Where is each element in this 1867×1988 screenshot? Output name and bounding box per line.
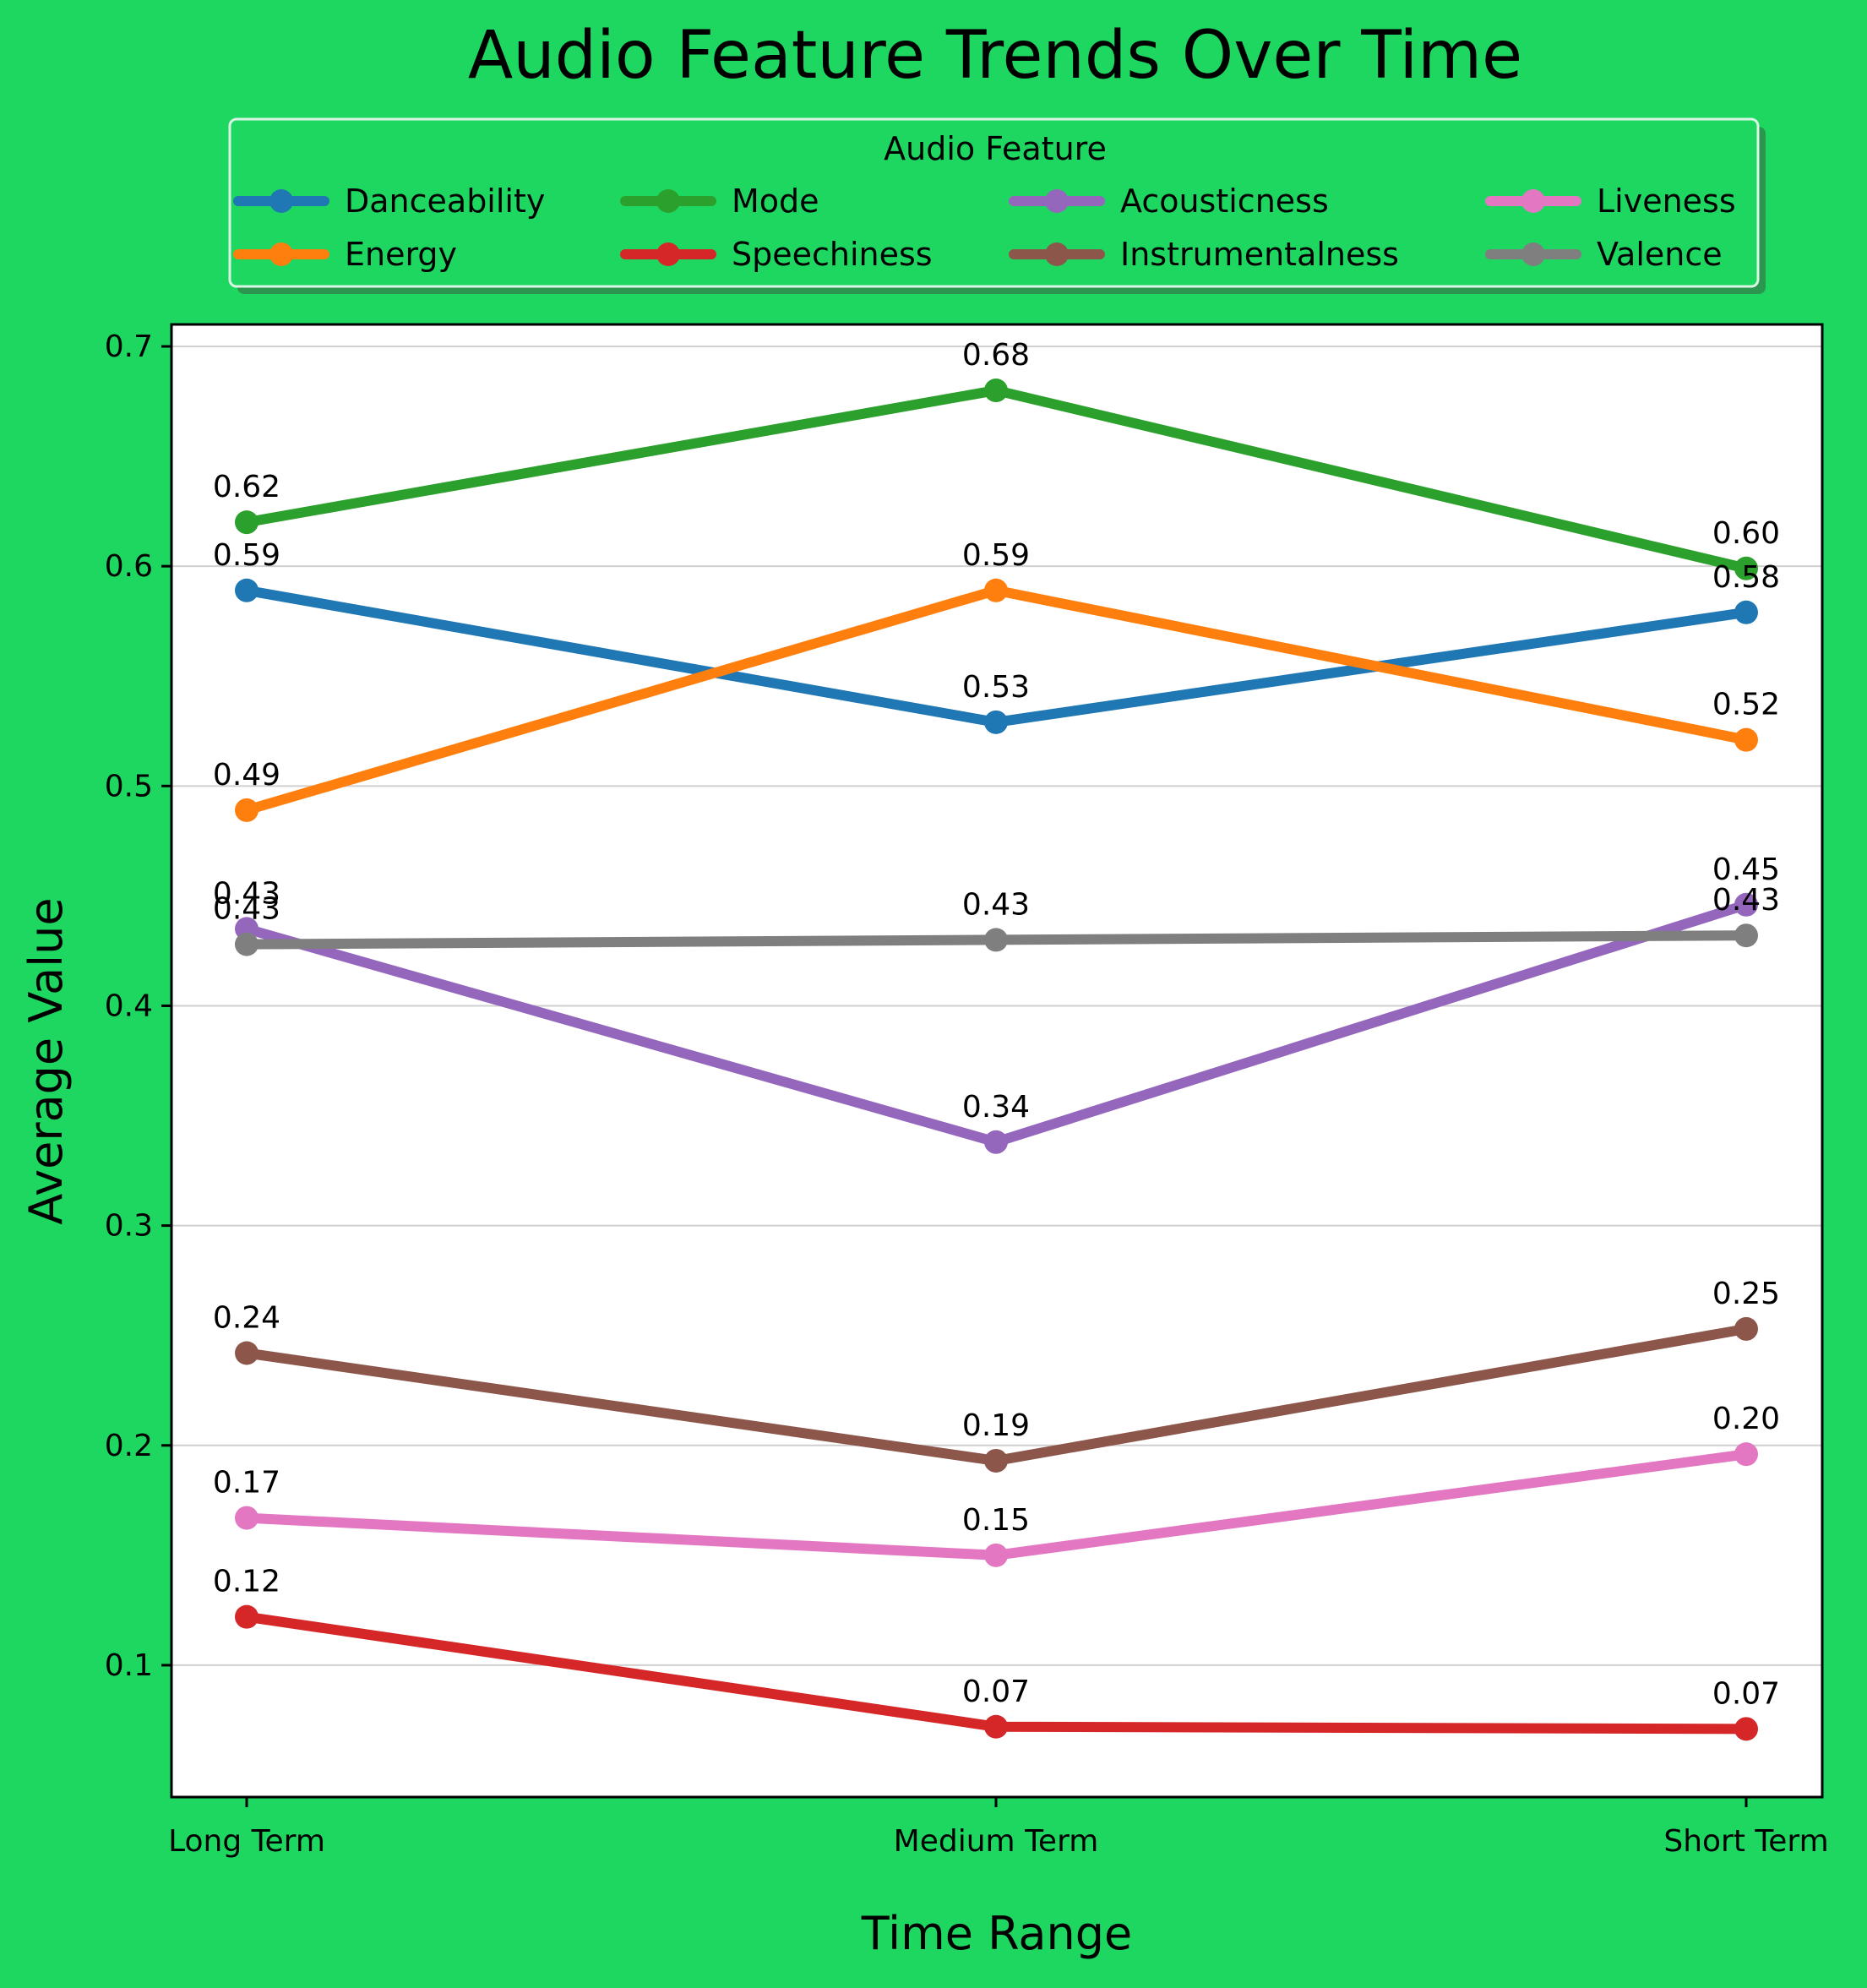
data-point-acousticness xyxy=(984,1130,1008,1154)
data-label: 0.43 xyxy=(1712,883,1780,918)
y-tick-label: 0.1 xyxy=(105,1648,153,1683)
data-point-instrumentalness xyxy=(984,1448,1008,1473)
y-tick-label: 0.2 xyxy=(105,1429,153,1463)
legend-marker xyxy=(1045,189,1069,213)
data-point-liveness xyxy=(1734,1442,1758,1467)
y-tick-label: 0.7 xyxy=(105,330,153,364)
legend-label: Speechiness xyxy=(732,236,933,273)
x-tick-label: Short Term xyxy=(1663,1824,1828,1859)
data-point-danceability xyxy=(984,710,1008,734)
legend-entry-acousticness: Acousticness xyxy=(1009,182,1329,220)
data-point-energy xyxy=(1734,727,1758,752)
data-point-valence xyxy=(1734,923,1758,948)
data-point-acousticness xyxy=(1734,892,1758,917)
legend-label: Danceability xyxy=(345,182,545,220)
legend-label: Energy xyxy=(345,236,457,273)
data-label: 0.24 xyxy=(213,1300,280,1335)
y-axis-ticks: 0.1 0.2 0.3 0.4 0.5 0.6 0.7 xyxy=(105,330,171,1683)
data-label: 0.12 xyxy=(213,1565,280,1599)
data-label: 0.34 xyxy=(962,1090,1030,1125)
data-point-instrumentalness xyxy=(235,1341,259,1365)
data-label: 0.43 xyxy=(213,892,280,927)
x-axis-label: Time Range xyxy=(861,1907,1132,1960)
data-point-valence xyxy=(984,928,1008,952)
legend-entry-mode: Mode xyxy=(620,182,819,220)
data-point-mode xyxy=(1734,556,1758,580)
data-point-liveness xyxy=(235,1506,259,1530)
data-label: 0.17 xyxy=(213,1466,280,1501)
data-label: 0.52 xyxy=(1712,688,1780,722)
data-label: 0.68 xyxy=(962,338,1030,373)
y-axis-label: Average Value xyxy=(19,897,73,1224)
legend-marker xyxy=(656,242,680,266)
data-label: 0.58 xyxy=(1712,560,1780,595)
legend-label: Mode xyxy=(732,182,819,220)
data-point-speechiness xyxy=(1734,1717,1758,1741)
legend-label: Liveness xyxy=(1597,182,1736,220)
legend-marker xyxy=(656,189,680,213)
legend-title: Audio Feature xyxy=(884,130,1107,167)
data-label: 0.43 xyxy=(962,887,1030,922)
legend: Audio Feature Danceability Energy Mode Spee… xyxy=(228,117,1766,294)
data-label: 0.20 xyxy=(1712,1402,1780,1436)
legend-marker xyxy=(269,189,293,213)
data-label: 0.07 xyxy=(962,1675,1030,1709)
legend-label: Instrumentalness xyxy=(1120,236,1399,273)
legend-marker xyxy=(269,242,293,266)
data-label: 0.59 xyxy=(962,538,1030,573)
data-label: 0.59 xyxy=(213,538,280,573)
y-tick-label: 0.5 xyxy=(105,769,153,803)
data-label: 0.15 xyxy=(962,1503,1030,1538)
data-point-mode xyxy=(984,379,1008,403)
legend-entries: Danceability Energy Mode Speechiness Acousti… xyxy=(233,182,1736,273)
data-label: 0.53 xyxy=(962,670,1030,705)
legend-marker xyxy=(1045,242,1069,266)
data-point-energy xyxy=(984,578,1008,602)
legend-marker xyxy=(1521,189,1545,213)
legend-entry-energy: Energy xyxy=(233,236,457,273)
data-label: 0.62 xyxy=(213,470,280,504)
x-axis-ticks: Long Term Medium Term Short Term xyxy=(168,1797,1829,1859)
legend-label: Valence xyxy=(1597,236,1723,273)
data-point-liveness xyxy=(984,1543,1008,1567)
data-point-speechiness xyxy=(984,1714,1008,1739)
data-labels: 0.59 0.53 0.58 0.49 0.59 0.52 0.62 0.68 0.60 0.12… xyxy=(213,338,1780,1711)
data-label: 0.43 xyxy=(213,876,280,911)
legend-box xyxy=(228,117,1760,288)
data-point-danceability xyxy=(235,578,259,602)
legend-label: Acousticness xyxy=(1120,182,1329,220)
legend-entry-speechiness: Speechiness xyxy=(620,236,933,273)
data-point-energy xyxy=(235,798,259,822)
x-tick-label: Long Term xyxy=(168,1824,325,1859)
y-tick-label: 0.3 xyxy=(105,1209,153,1244)
data-label: 0.49 xyxy=(213,758,280,792)
legend-entry-liveness: Liveness xyxy=(1485,182,1736,220)
y-tick-label: 0.4 xyxy=(105,989,153,1023)
chart-title: Audio Feature Trends Over Time xyxy=(468,18,1522,94)
data-point-danceability xyxy=(1734,600,1758,624)
data-label: 0.19 xyxy=(962,1408,1030,1443)
grid-lines xyxy=(171,346,1822,1666)
legend-marker xyxy=(1521,242,1545,266)
legend-entry-instrumentalness: Instrumentalness xyxy=(1009,236,1399,273)
data-point-valence xyxy=(235,932,259,956)
x-tick-label: Medium Term xyxy=(894,1824,1099,1859)
data-point-instrumentalness xyxy=(1734,1316,1758,1341)
legend-entry-valence: Valence xyxy=(1485,236,1723,273)
series-markers xyxy=(235,379,1758,1741)
data-label: 0.25 xyxy=(1712,1277,1780,1311)
legend-entry-danceability: Danceability xyxy=(233,182,545,220)
data-label: 0.60 xyxy=(1712,516,1780,551)
data-label: 0.45 xyxy=(1712,852,1780,887)
data-point-speechiness xyxy=(235,1604,259,1629)
data-label: 0.07 xyxy=(1712,1676,1780,1711)
data-point-mode xyxy=(235,510,259,535)
y-tick-label: 0.6 xyxy=(105,549,153,584)
